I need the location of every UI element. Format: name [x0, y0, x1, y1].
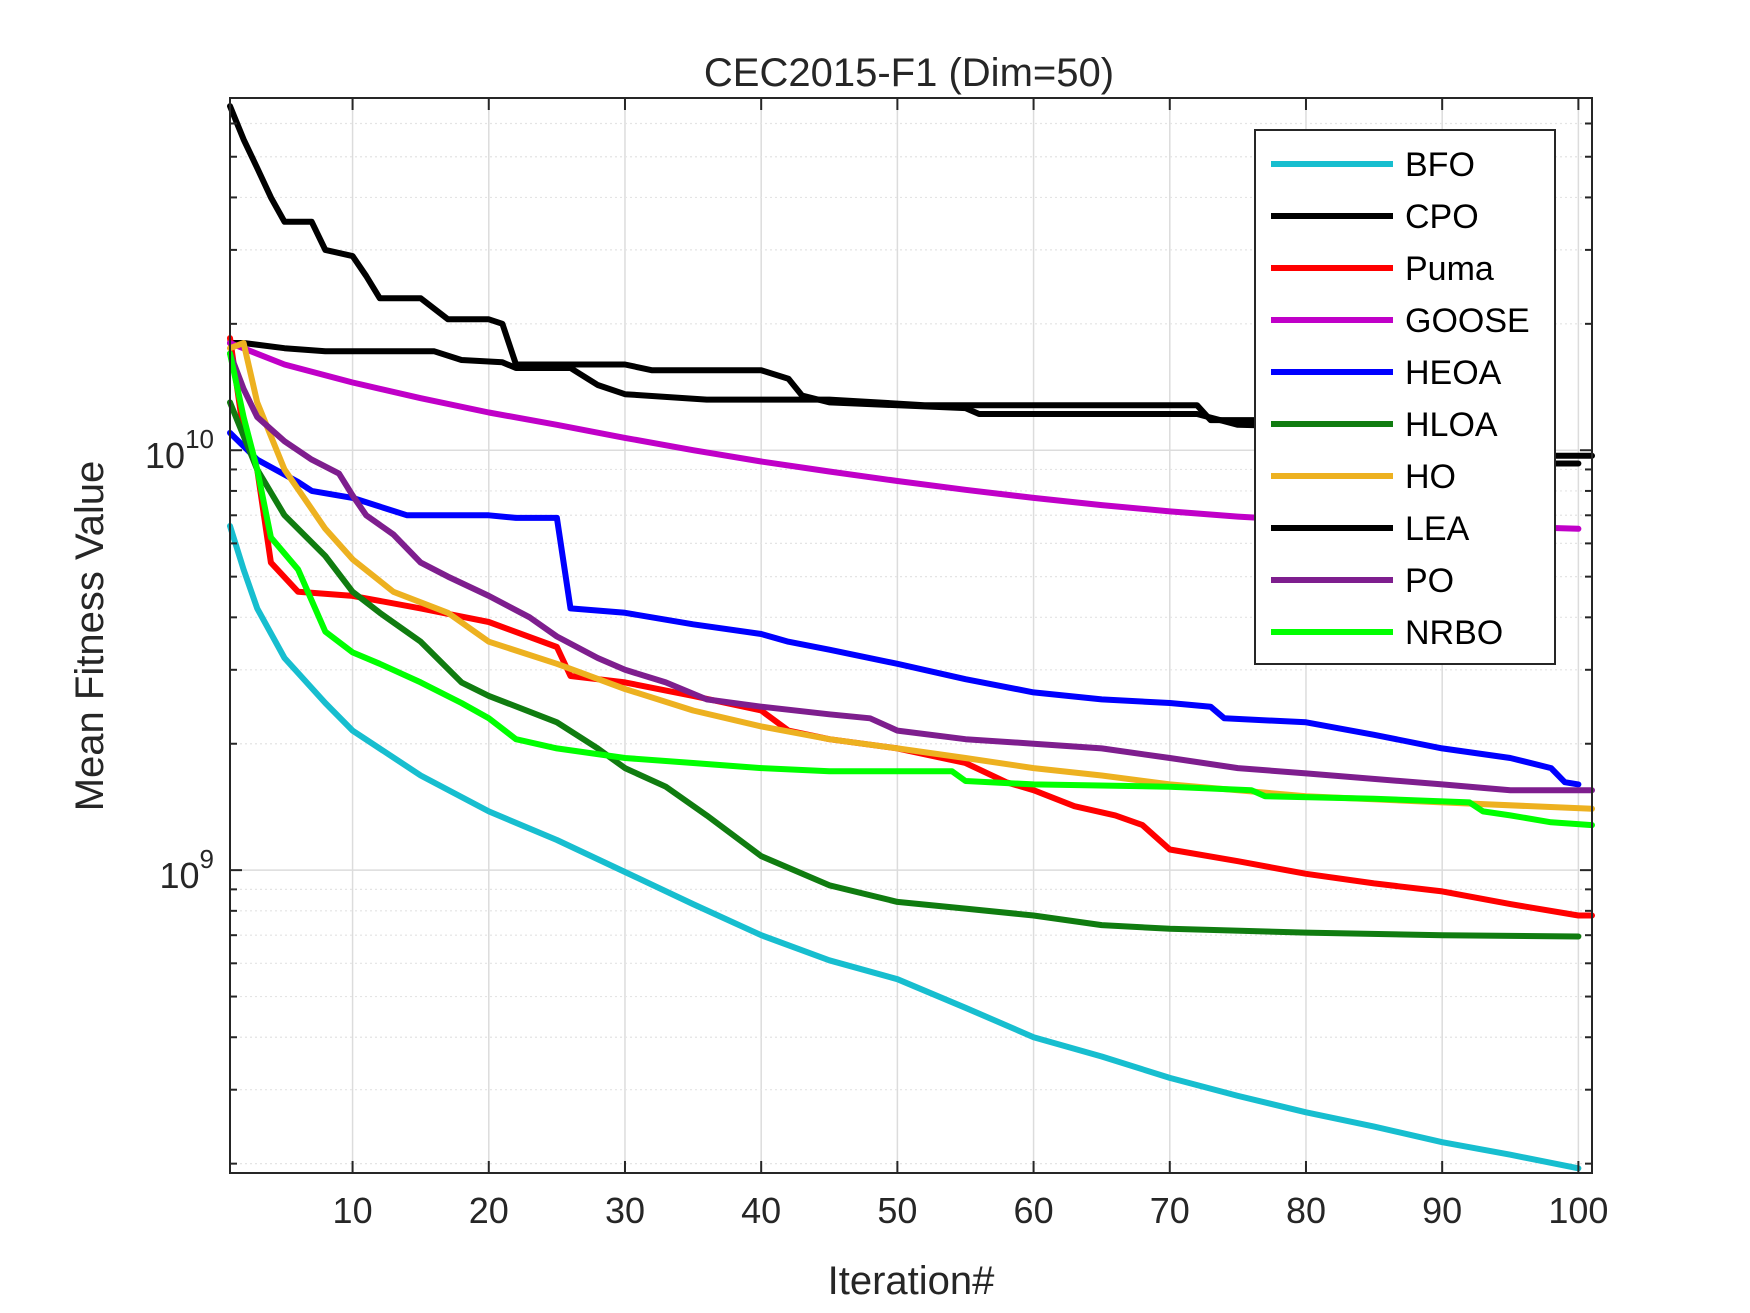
legend-label: CPO — [1405, 198, 1479, 236]
x-tick-label: 20 — [469, 1190, 509, 1231]
x-tick-label: 100 — [1548, 1190, 1608, 1231]
legend-label: HEOA — [1405, 354, 1502, 392]
series-line-hloa — [227, 399, 1582, 940]
plot-border — [229, 97, 1593, 1174]
x-tick-label: 50 — [877, 1190, 917, 1231]
y-tick-label: 109 — [159, 844, 214, 896]
x-tick-label: 80 — [1286, 1190, 1326, 1231]
x-tick-label: 90 — [1422, 1190, 1462, 1231]
series-line-nrbo — [227, 350, 1595, 829]
series-line-ho — [227, 340, 1595, 812]
series-line-po — [227, 350, 1595, 794]
series-line-heoa — [227, 429, 1582, 788]
legend-label: BFO — [1405, 146, 1475, 184]
legend-label: NRBO — [1405, 614, 1503, 652]
legend: BFO CPO Puma GOOSE HEOA HLOA HO LEA PO NRBO — [1254, 129, 1556, 665]
legend-label: GOOSE — [1405, 302, 1530, 340]
x-axis-label: Iteration# — [828, 1259, 996, 1303]
legend-label: HO — [1405, 458, 1456, 496]
x-tick-label: 30 — [605, 1190, 645, 1231]
series-line-lea — [227, 103, 1582, 467]
legend-label: PO — [1405, 562, 1454, 600]
axis-ticks: 10 20 30 40 50 60 70 80 90 100 109 1010 — [145, 98, 1608, 1231]
legend-label: LEA — [1405, 510, 1470, 548]
chart-title: CEC2015-F1 (Dim=50) — [704, 51, 1114, 95]
x-tick-label: 10 — [333, 1190, 373, 1231]
legend-label: HLOA — [1405, 406, 1498, 444]
series-line-bfo — [227, 523, 1582, 1172]
series-line-goose — [227, 340, 1582, 532]
y-axis-label: Mean Fitness Value — [68, 461, 112, 812]
x-tick-label: 70 — [1150, 1190, 1190, 1231]
x-tick-label: 60 — [1014, 1190, 1054, 1231]
y-tick-label: 1010 — [145, 424, 214, 476]
legend-label: Puma — [1405, 250, 1494, 288]
x-tick-label: 40 — [741, 1190, 781, 1231]
